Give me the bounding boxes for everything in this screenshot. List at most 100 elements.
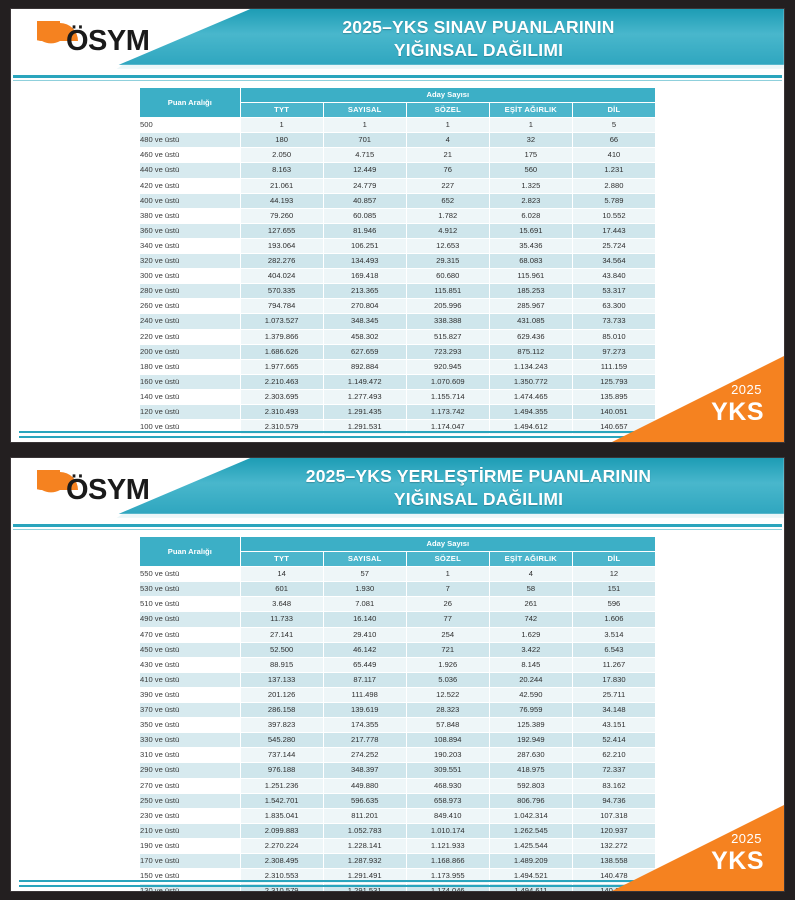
cell-sözel: 1.070.609 [405, 373, 490, 390]
cell-di̇l: 34.148 [571, 702, 657, 719]
cell-di̇l: 63.300 [571, 298, 657, 315]
row-label-score-range: 350 ve üstü [139, 717, 241, 734]
row-label-score-range: 180 ve üstü [139, 358, 241, 375]
cell-di̇l: 43.151 [571, 717, 657, 734]
panel-placement-scores: ÖSYM 2025–YKS YERLEŞTİRME PUANLARININ YI… [10, 457, 785, 892]
col-header-tyt: TYT [239, 551, 324, 568]
cell-eşi̇t-ağirlik: 32 [488, 132, 573, 149]
cell-eşi̇t-ağirlik: 629.436 [488, 328, 573, 345]
col-header-sayisal: SAYISAL [322, 551, 407, 568]
table-row: 160 ve üstü 2.210.463 1.149.472 1.070.609 1.… [139, 373, 657, 390]
cell-sözel: 76 [405, 162, 490, 179]
row-label-score-range: 250 ve üstü [139, 792, 241, 809]
cell-eşi̇t-ağirlik: 76.959 [488, 702, 573, 719]
cell-sözel: 309.551 [405, 762, 490, 779]
cell-eşi̇t-ağirlik: 418.975 [488, 762, 573, 779]
cell-eşi̇t-ağirlik: 1.325 [488, 177, 573, 194]
cell-tyt: 127.655 [239, 222, 324, 239]
cell-eşi̇t-ağirlik: 1.350.772 [488, 373, 573, 390]
cell-sayisal: 24.779 [322, 177, 407, 194]
cell-sözel: 4 [405, 132, 490, 149]
cell-sözel: 21 [405, 147, 490, 164]
footer-rule-1 [19, 880, 776, 882]
row-label-score-range: 320 ve üstü [139, 253, 241, 270]
row-label-score-range: 490 ve üstü [139, 611, 241, 628]
table-row: 360 ve üstü 127.655 81.946 4.912 15.691 17.44… [139, 222, 657, 239]
cell-eşi̇t-ağirlik: 742 [488, 611, 573, 628]
cell-eşi̇t-ağirlik: 261 [488, 596, 573, 613]
cell-eşi̇t-ağirlik: 185.253 [488, 283, 573, 300]
cell-sayisal: 12.449 [322, 162, 407, 179]
cell-tyt: 1.542.701 [239, 792, 324, 809]
cell-eşi̇t-ağirlik: 1.474.465 [488, 388, 573, 405]
cell-tyt: 737.144 [239, 747, 324, 764]
table-row: 350 ve üstü 397.823 174.355 57.848 125.389 43… [139, 717, 657, 734]
cell-di̇l: 5 [571, 117, 657, 134]
cell-sayisal: 16.140 [322, 611, 407, 628]
row-label-score-range: 170 ve üstü [139, 852, 241, 870]
cell-sayisal: 892.884 [322, 358, 407, 375]
cell-sayisal: 458.302 [322, 328, 407, 345]
cell-sözel: 1.121.933 [405, 837, 490, 854]
cell-eşi̇t-ağirlik: 175 [488, 147, 573, 164]
cell-tyt: 1.251.236 [239, 777, 324, 794]
cell-sözel: 254 [405, 626, 490, 643]
cell-eşi̇t-ağirlik: 6.028 [488, 207, 573, 224]
table-row: 460 ve üstü 2.050 4.715 21 175 410 [139, 147, 657, 164]
cell-eşi̇t-ağirlik: 1.494.355 [488, 403, 573, 421]
cell-tyt: 21.061 [239, 177, 324, 194]
table-row: 270 ve üstü 1.251.236 449.880 468.930 592.80… [139, 777, 657, 794]
panel-title-line2: YIĞINSAL DAĞILIMI [393, 489, 564, 510]
header-rules [11, 524, 784, 530]
cell-sayisal: 1.287.932 [322, 852, 407, 870]
row-label-score-range: 400 ve üstü [139, 192, 241, 209]
cell-sayisal: 1.291.531 [322, 419, 407, 436]
table-row: 510 ve üstü 3.648 7.081 26 261 596 [139, 596, 657, 613]
panel-header-banner: ÖSYM 2025–YKS YERLEŞTİRME PUANLARININ YI… [11, 458, 784, 520]
cell-eşi̇t-ağirlik: 3.422 [488, 641, 573, 658]
table-row: 480 ve üstü 180 701 4 32 66 [139, 132, 657, 149]
cell-tyt: 2.303.695 [239, 388, 324, 405]
row-label-score-range: 240 ve üstü [139, 313, 241, 330]
badge-name: YKS [711, 847, 764, 875]
cell-di̇l: 410 [571, 147, 657, 164]
row-label-score-range: 530 ve üstü [139, 581, 241, 598]
table-row: 470 ve üstü 27.141 29.410 254 1.629 3.514 [139, 626, 657, 643]
cell-sayisal: 7.081 [322, 596, 407, 613]
cell-sözel: 28.323 [405, 702, 490, 719]
cell-tyt: 11.733 [239, 611, 324, 628]
cell-tyt: 404.024 [239, 268, 324, 285]
row-label-score-range: 340 ve üstü [139, 237, 241, 255]
row-label-score-range: 500 [139, 117, 241, 134]
cell-tyt: 52.500 [239, 641, 324, 658]
row-label-score-range: 330 ve üstü [139, 732, 241, 749]
cell-di̇l: 83.162 [571, 777, 657, 794]
cell-sözel: 1.782 [405, 207, 490, 224]
cell-sözel: 5.036 [405, 671, 490, 688]
cell-sözel: 515.827 [405, 328, 490, 345]
table-row: 380 ve üstü 79.260 60.085 1.782 6.028 10.552 [139, 207, 657, 224]
cell-di̇l: 52.414 [571, 732, 657, 749]
table-row: 230 ve üstü 1.835.041 811.201 849.410 1.042.… [139, 807, 657, 824]
cell-sayisal: 81.946 [322, 222, 407, 239]
col-header-tyt: TYT [239, 102, 324, 119]
cell-eşi̇t-ağirlik: 35.436 [488, 237, 573, 255]
cell-di̇l: 66 [571, 132, 657, 149]
row-label-score-range: 120 ve üstü [139, 403, 241, 421]
cell-sayisal: 217.778 [322, 732, 407, 749]
table-row: 190 ve üstü 2.270.224 1.228.141 1.121.933 1.… [139, 837, 657, 854]
row-label-score-range: 550 ve üstü [139, 566, 241, 583]
panel-title: 2025–YKS YERLEŞTİRME PUANLARININ YIĞINSA… [181, 465, 776, 512]
banner-diagonal-shape [116, 458, 784, 518]
cell-sayisal: 65.449 [322, 656, 407, 673]
cell-tyt: 282.276 [239, 253, 324, 270]
cell-di̇l: 111.159 [571, 358, 657, 375]
cell-di̇l: 97.273 [571, 343, 657, 360]
cell-di̇l: 138.558 [571, 852, 657, 870]
cell-sayisal: 57 [322, 566, 407, 583]
cell-tyt: 88.915 [239, 656, 324, 673]
table-container-exam: Puan Aralığı Aday Sayısı TYT SAYISAL SÖZEL EŞ… [11, 81, 784, 436]
cell-eşi̇t-ağirlik: 1.489.209 [488, 852, 573, 870]
row-label-score-range: 160 ve üstü [139, 373, 241, 390]
cell-di̇l: 85.010 [571, 328, 657, 345]
